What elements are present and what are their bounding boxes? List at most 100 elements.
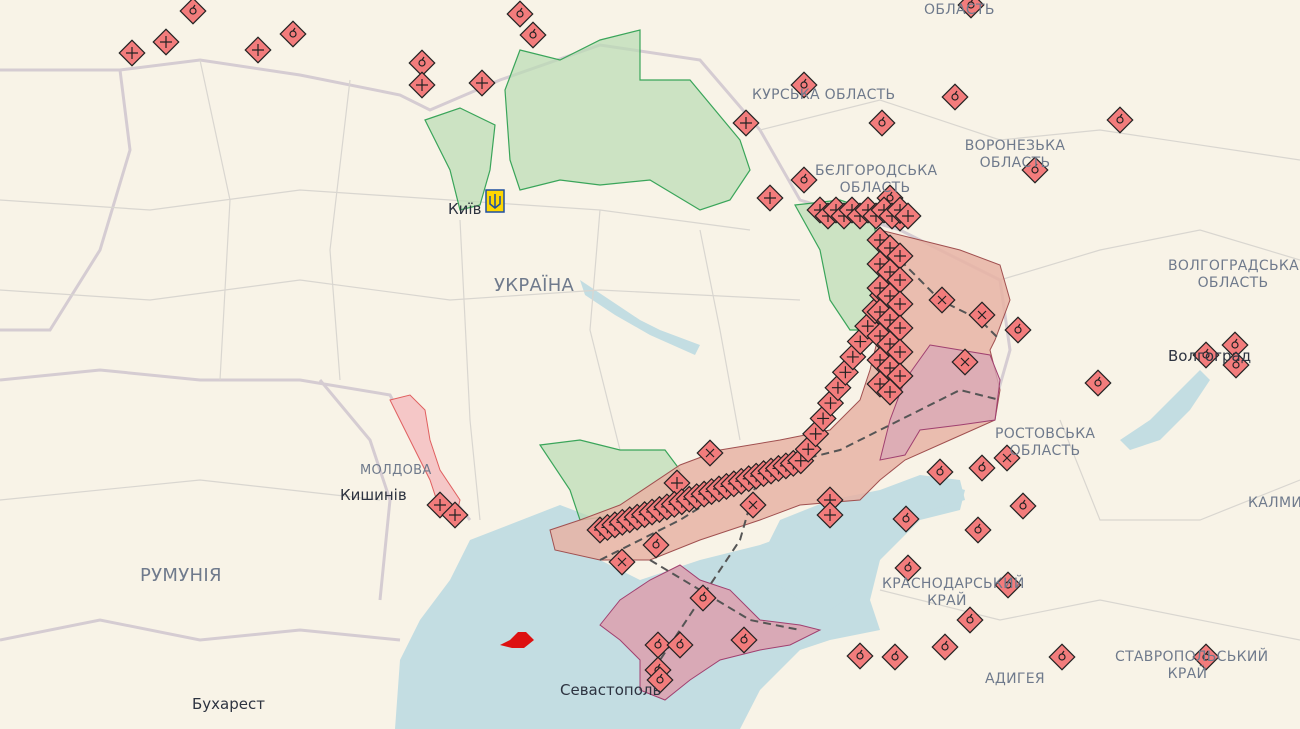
marker-grid-icon[interactable] — [756, 184, 784, 212]
marker-explosion-icon[interactable] — [956, 606, 984, 634]
marker-explosion-icon[interactable] — [894, 554, 922, 582]
marker-grid-icon[interactable] — [441, 501, 469, 529]
marker-explosion-icon[interactable] — [519, 21, 547, 49]
marker-explosion-icon[interactable] — [1021, 156, 1049, 184]
explosion-icon — [886, 191, 894, 202]
marker-grid-icon[interactable] — [816, 501, 844, 529]
marker-grid-icon[interactable] — [663, 469, 691, 497]
city-chisinau[interactable]: Кишинів — [340, 486, 407, 504]
region-label-rostov: РОСТОВСЬКА ОБЛАСТЬ — [995, 426, 1096, 459]
marker-crossed-swords-icon[interactable] — [951, 348, 979, 376]
grid-icon — [894, 274, 906, 286]
marker-crossed-swords-icon[interactable] — [968, 301, 996, 329]
grid-icon — [476, 77, 488, 89]
marker-explosion-icon[interactable] — [1222, 351, 1250, 379]
marker-explosion-icon[interactable] — [941, 83, 969, 111]
explosion-icon — [1116, 113, 1124, 124]
marker-explosion-icon[interactable] — [179, 0, 207, 25]
marker-explosion-icon[interactable] — [506, 0, 534, 28]
marker-grid-icon[interactable] — [894, 202, 922, 230]
country-label-moldova: МОЛДОВА — [360, 463, 432, 478]
marker-explosion-icon[interactable] — [1221, 331, 1249, 359]
marker-explosion-icon[interactable] — [926, 458, 954, 486]
marker-explosion-icon[interactable] — [666, 631, 694, 659]
marker-explosion-icon[interactable] — [790, 71, 818, 99]
grid-icon — [817, 412, 830, 425]
grid-icon — [874, 306, 886, 318]
marker-explosion-icon[interactable] — [868, 109, 896, 137]
grid-icon — [449, 509, 461, 521]
grid-icon — [874, 234, 886, 246]
crossed-swords-icon — [1002, 453, 1012, 463]
grid-icon — [434, 499, 446, 511]
grid-icon — [839, 366, 852, 379]
marker-explosion-icon[interactable] — [642, 531, 670, 559]
explosion-icon — [941, 640, 949, 651]
marker-grid-icon[interactable] — [118, 39, 146, 67]
crossed-swords-icon — [705, 448, 715, 458]
marker-crossed-swords-icon[interactable] — [739, 491, 767, 519]
marker-explosion-icon[interactable] — [964, 516, 992, 544]
city-sevastopol[interactable]: Севастополь — [560, 681, 662, 699]
grid-icon — [252, 44, 264, 56]
grid-icon — [894, 250, 906, 262]
city-volgograd[interactable]: Волгоград — [1168, 347, 1252, 365]
marker-crossed-swords-icon[interactable] — [928, 286, 956, 314]
kyiv-flag-icon — [485, 189, 505, 213]
marker-explosion-icon[interactable] — [1192, 643, 1220, 671]
marker-explosion-icon[interactable] — [931, 633, 959, 661]
explosion-icon — [516, 7, 524, 18]
marker-grid-icon[interactable] — [152, 28, 180, 56]
marker-grid-icon[interactable] — [876, 378, 904, 406]
marker-explosion-icon[interactable] — [1106, 106, 1134, 134]
city-kyiv[interactable]: Київ — [448, 200, 482, 218]
marker-explosion-icon[interactable] — [1192, 341, 1220, 369]
marker-explosion-icon[interactable] — [968, 454, 996, 482]
marker-explosion-icon[interactable] — [1009, 492, 1037, 520]
marker-explosion-icon[interactable] — [892, 505, 920, 533]
ship-icon[interactable] — [500, 632, 534, 648]
marker-explosion-icon[interactable] — [1048, 643, 1076, 671]
marker-grid-icon[interactable] — [408, 71, 436, 99]
grid-icon — [894, 322, 906, 334]
marker-grid-icon[interactable] — [732, 109, 760, 137]
explosion-icon — [800, 173, 808, 184]
grid-icon — [824, 397, 837, 410]
marker-explosion-icon[interactable] — [689, 584, 717, 612]
marker-explosion-icon[interactable] — [1084, 369, 1112, 397]
grid-icon — [854, 335, 867, 348]
explosion-icon — [891, 650, 899, 661]
marker-explosion-icon[interactable] — [1004, 316, 1032, 344]
grid-icon — [794, 454, 807, 467]
marker-explosion-icon[interactable] — [994, 571, 1022, 599]
grid-icon — [846, 350, 859, 363]
marker-crossed-swords-icon[interactable] — [608, 548, 636, 576]
country-label-ukraine: УКРАЇНА — [494, 275, 575, 296]
explosion-icon — [1094, 376, 1102, 387]
city-bucharest[interactable]: Бухарест — [192, 695, 265, 713]
marker-explosion-icon[interactable] — [846, 642, 874, 670]
marker-explosion-icon[interactable] — [730, 626, 758, 654]
explosion-icon — [1019, 499, 1027, 510]
marker-crossed-swords-icon[interactable] — [696, 439, 724, 467]
marker-explosion-icon[interactable] — [408, 49, 436, 77]
grid-icon — [126, 47, 138, 59]
explosion-icon — [967, 0, 975, 9]
grid-icon — [809, 427, 822, 440]
marker-explosion-icon[interactable] — [881, 643, 909, 671]
marker-explosion-icon[interactable] — [644, 631, 672, 659]
grid-icon — [884, 266, 896, 278]
marker-crossed-swords-icon[interactable] — [993, 444, 1021, 472]
marker-explosion-icon[interactable] — [646, 666, 674, 694]
explosion-icon — [904, 561, 912, 572]
grid-icon — [884, 290, 896, 302]
marker-grid-icon[interactable] — [468, 69, 496, 97]
region-label-top: ОБЛАСТЬ — [924, 2, 995, 18]
marker-explosion-icon[interactable] — [957, 0, 985, 19]
marker-explosion-icon[interactable] — [790, 166, 818, 194]
marker-grid-icon[interactable] — [244, 36, 272, 64]
marker-explosion-icon[interactable] — [279, 20, 307, 48]
tsymlyansk-reservoir — [1120, 370, 1210, 450]
explosion-icon — [936, 465, 944, 476]
